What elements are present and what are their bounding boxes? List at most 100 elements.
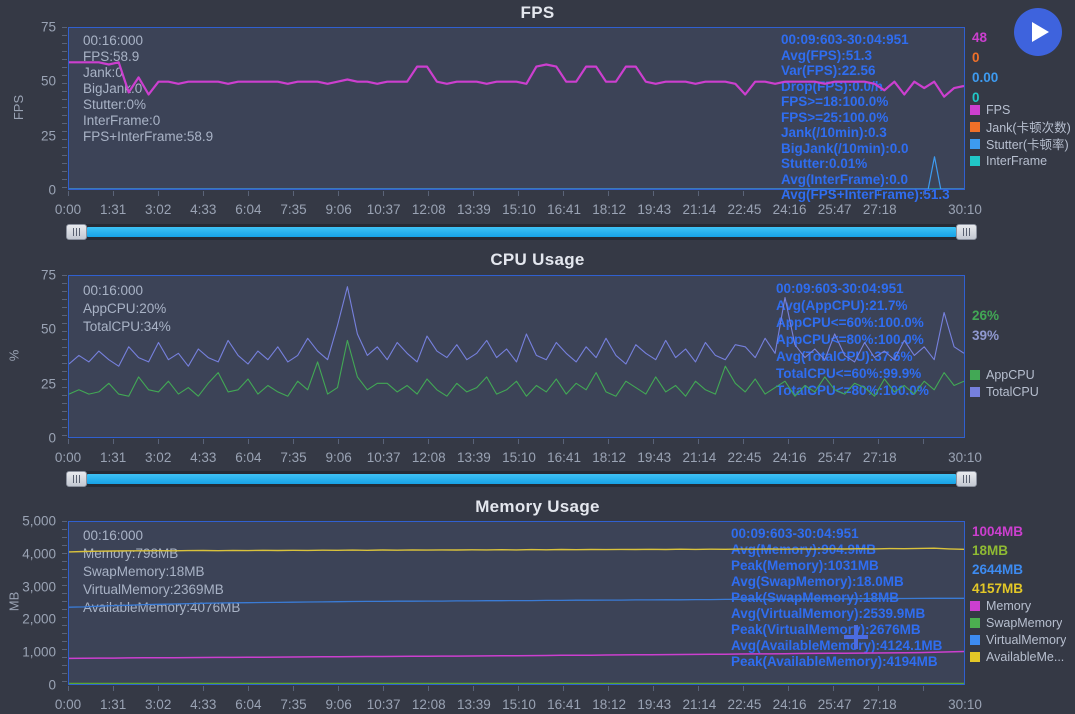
memory-summary-stats: 00:09:603-30:04:951 Avg(Memory):904.9MB P…	[731, 526, 943, 669]
totalcpu-series-swatch-icon	[970, 386, 980, 397]
x-tick-label: 27:18	[862, 450, 897, 465]
y-tick-label: 75	[40, 19, 56, 35]
cpu-plot[interactable]: 00:16:000 AppCPU:20% TotalCPU:34% 00:09:6…	[68, 275, 965, 438]
x-tick-label: 25:47	[817, 697, 852, 712]
x-tick-label: 30:10	[948, 202, 982, 217]
x-tick-label: 15:10	[502, 202, 536, 217]
cpu-legend: AppCPU TotalCPU	[970, 366, 1039, 400]
x-tick-label: 16:41	[547, 450, 581, 465]
cpu-y-ticks	[62, 275, 67, 438]
x-tick-label: 4:33	[190, 202, 217, 217]
x-tick-label: 16:41	[547, 697, 581, 712]
legend-item-interframe[interactable]: InterFrame	[970, 152, 1071, 169]
x-tick-label: 22:45	[727, 450, 762, 465]
legend-item-fps[interactable]: FPS	[970, 101, 1071, 118]
virtualmemory-current-value: 2644MB	[972, 562, 1024, 577]
fps-y-axis-name: FPS	[11, 94, 27, 121]
x-tick-label: 30:10	[948, 450, 982, 465]
fps-current-value: 48	[972, 30, 988, 45]
y-tick-label: 0	[48, 430, 56, 446]
y-tick-label: 2,000	[22, 611, 56, 627]
play-button[interactable]	[1014, 8, 1062, 56]
legend-item-swapmemory[interactable]: SwapMemory	[970, 614, 1066, 631]
x-tick-label: 7:35	[280, 697, 307, 712]
x-tick-label: 19:43	[637, 202, 672, 217]
fps-scrollbar-left-handle[interactable]	[66, 224, 87, 240]
cpu-x-ticks	[68, 439, 965, 444]
availablememory-current-value: 4157MB	[972, 581, 1024, 596]
cpu-y-axis-name: %	[6, 349, 22, 362]
fps-scrollbar-right-handle[interactable]	[956, 224, 977, 240]
y-tick-label: 25	[40, 128, 56, 144]
x-tick-label: 25:47	[817, 450, 852, 465]
x-tick-label: 0:00	[54, 697, 82, 712]
appcpu-current-value: 26%	[972, 308, 1000, 323]
x-tick-label: 27:18	[862, 697, 897, 712]
swapmemory-series-swatch-icon	[970, 617, 980, 628]
play-icon	[1032, 22, 1049, 42]
virtualmemory-series-swatch-icon	[970, 634, 980, 645]
x-tick-label: 22:45	[727, 697, 762, 712]
cpu-scrollbar-track[interactable]	[87, 474, 956, 484]
legend-item-stutter[interactable]: Stutter(卡顿率)	[970, 135, 1071, 152]
x-tick-label: 9:06	[325, 202, 352, 217]
x-tick-label: 18:12	[592, 202, 627, 217]
memory-x-ticks	[68, 686, 965, 691]
x-tick-label: 12:08	[411, 697, 446, 712]
availablememory-series-swatch-icon	[970, 651, 980, 662]
memory-plot[interactable]: 00:16:000 Memory:798MB SwapMemory:18MB Vir…	[68, 521, 965, 685]
legend-item-memory[interactable]: Memory	[970, 597, 1066, 614]
x-tick-label: 25:47	[817, 202, 852, 217]
legend-item-totalcpu[interactable]: TotalCPU	[970, 383, 1039, 400]
crosshair-cursor-icon	[844, 625, 868, 649]
x-tick-label: 0:00	[54, 450, 82, 465]
x-tick-label: 7:35	[280, 450, 307, 465]
memory-y-ticks	[62, 521, 67, 685]
x-tick-label: 7:35	[280, 202, 307, 217]
cpu-summary-stats: 00:09:603-30:04:951 Avg(AppCPU):21.7% App…	[776, 281, 929, 398]
cpu-cursor-stats: 00:16:000 AppCPU:20% TotalCPU:34%	[83, 283, 171, 334]
x-tick-label: 1:31	[99, 450, 127, 465]
legend-item-appcpu[interactable]: AppCPU	[970, 366, 1039, 383]
fps-scrollbar[interactable]	[66, 224, 977, 240]
cpu-scrollbar-left-handle[interactable]	[66, 471, 87, 487]
legend-item-availablememory[interactable]: AvailableMe...	[970, 648, 1066, 665]
cpu-chart-title: CPU Usage	[490, 250, 585, 269]
fps-summary-stats: 00:09:603-30:04:951 Avg(FPS):51.3 Var(FPS…	[781, 32, 950, 202]
memory-y-axis-name: MB	[6, 591, 22, 612]
cpu-scrollbar[interactable]	[66, 471, 977, 487]
x-tick-label: 12:08	[411, 202, 446, 217]
x-tick-label: 3:02	[145, 202, 172, 217]
memory-current-values: 1004MB 18MB 2644MB 4157MB	[972, 522, 1023, 598]
x-tick-label: 13:39	[456, 450, 491, 465]
totalcpu-current-value: 39%	[972, 328, 1000, 343]
legend-item-jank[interactable]: Jank(卡顿次数)	[970, 118, 1071, 135]
stutter-series-swatch-icon	[970, 138, 980, 149]
x-tick-label: 13:39	[456, 697, 491, 712]
fps-series-swatch-icon	[970, 104, 980, 115]
x-tick-label: 21:14	[682, 450, 717, 465]
fps-y-ticks	[62, 27, 67, 190]
cpu-scrollbar-right-handle[interactable]	[956, 471, 977, 487]
x-tick-label: 9:06	[325, 450, 352, 465]
cpu-x-axis: 0:00 1:31 3:02 4:33 6:04 7:35 9:06 10:37 12:08 13…	[55, 448, 982, 466]
fps-plot[interactable]: 00:16:000 FPS:58.9 Jank:0 BigJank:0 Stutte…	[68, 27, 965, 202]
swapmemory-current-value: 18MB	[972, 543, 1009, 558]
memory-x-axis: 0:00 1:31 3:02 4:33 6:04 7:35 9:06 10:37 12:08 13…	[55, 695, 982, 713]
interframe-series-swatch-icon	[970, 155, 980, 166]
y-tick-label: 1,000	[22, 644, 56, 660]
y-tick-label: 50	[40, 73, 56, 89]
x-tick-label: 10:37	[366, 202, 401, 217]
memory-current-value: 1004MB	[972, 524, 1024, 539]
fps-scrollbar-track[interactable]	[87, 227, 956, 237]
x-tick-label: 24:16	[772, 697, 807, 712]
x-tick-label: 6:04	[235, 202, 262, 217]
legend-item-virtualmemory[interactable]: VirtualMemory	[970, 631, 1066, 648]
x-tick-label: 19:43	[637, 450, 672, 465]
x-tick-label: 13:39	[456, 202, 491, 217]
x-tick-label: 10:37	[366, 450, 401, 465]
jank-current-value: 0	[972, 50, 980, 65]
x-tick-label: 1:31	[99, 202, 127, 217]
memory-series-swatch-icon	[970, 600, 980, 611]
y-tick-label: 50	[40, 321, 56, 337]
